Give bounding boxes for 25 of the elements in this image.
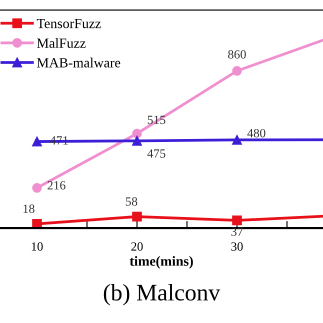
data-label: 515	[148, 116, 166, 124]
point	[32, 219, 42, 228]
data-label: 480	[247, 128, 266, 138]
text: (b) Malconv	[104, 284, 220, 306]
x-tick-label: 30	[231, 242, 243, 251]
data-label: 475	[147, 149, 166, 158]
x-tick-label: 20	[131, 242, 143, 251]
data-label: 18	[24, 204, 34, 213]
point	[132, 136, 142, 146]
point	[132, 212, 142, 222]
data-label: 37	[231, 228, 243, 236]
point	[132, 128, 142, 138]
data-label: 58	[126, 197, 138, 206]
legend-label: MalFuzz	[36, 38, 86, 48]
data-label: 860	[228, 50, 246, 59]
point	[232, 135, 242, 145]
point	[232, 66, 242, 76]
x-tick-label: 10	[32, 242, 43, 251]
x-axis-title: time(mins)	[130, 256, 193, 269]
point	[32, 183, 42, 193]
legend-label: MAB-malware	[36, 58, 120, 68]
point	[232, 216, 242, 226]
legend-label: TensorFuzz	[36, 18, 101, 28]
point	[32, 136, 42, 146]
data-label: 216	[48, 181, 66, 190]
